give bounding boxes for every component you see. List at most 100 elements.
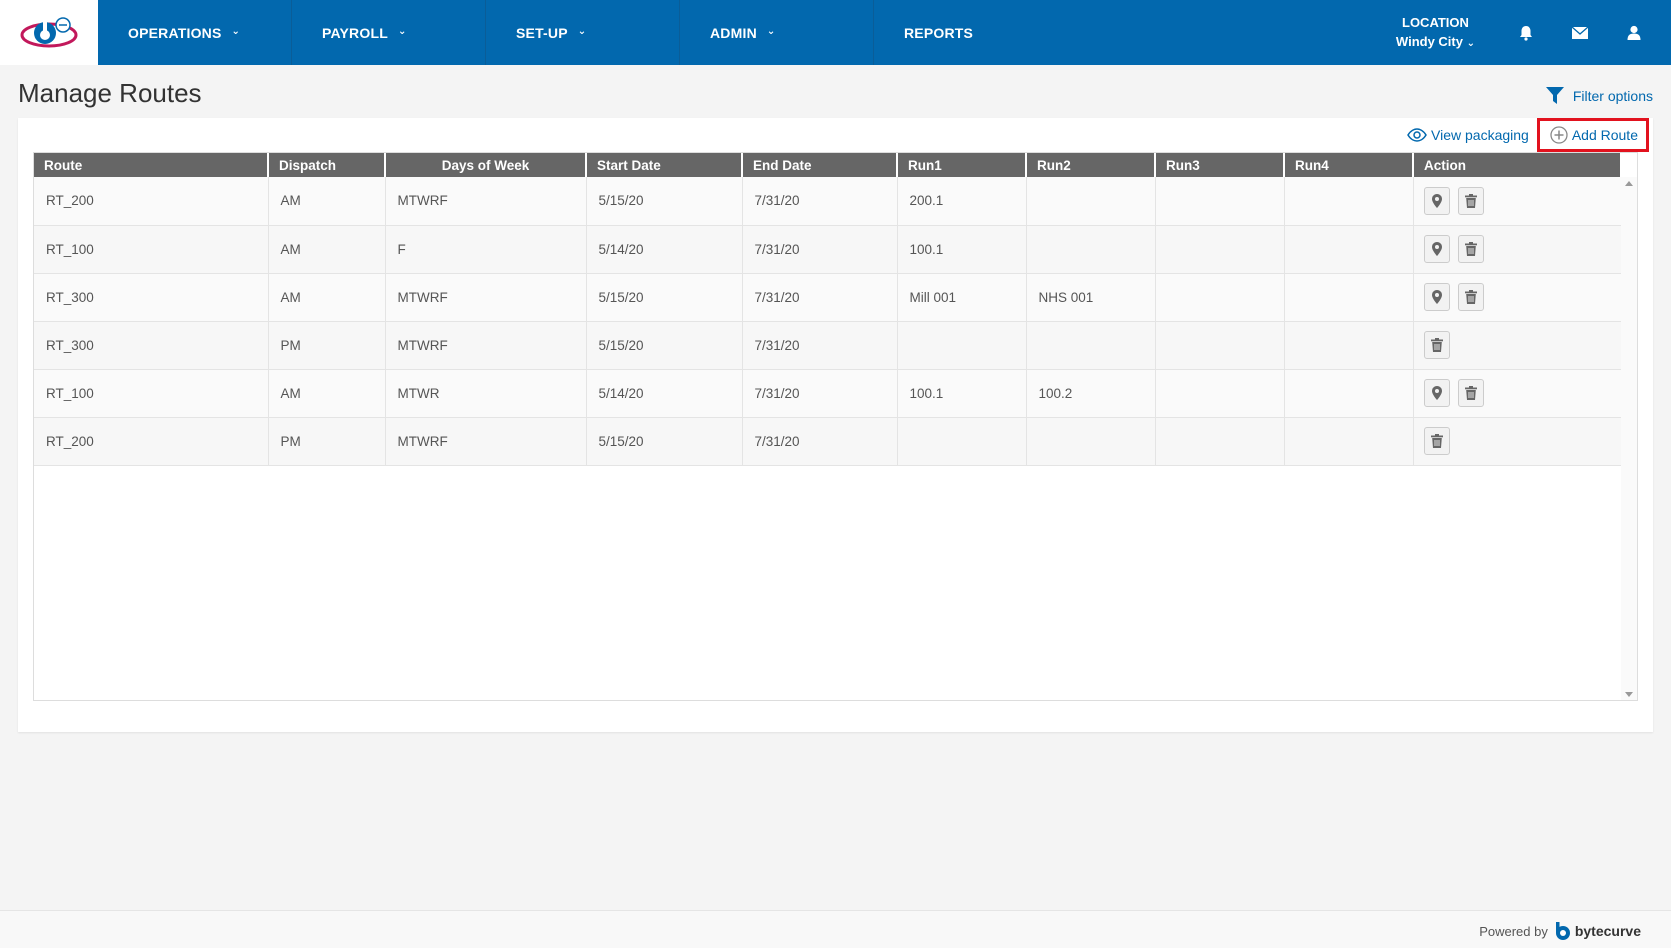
column-header-run3[interactable]: Run3 [1155, 153, 1285, 177]
nav-payroll[interactable]: PAYROLL ⌄ [292, 0, 486, 65]
user-menu-button[interactable] [1607, 0, 1661, 65]
cell-route: RT_300 [34, 273, 269, 322]
table-row[interactable]: RT_300 AM MTWRF 5/15/20 7/31/20 Mill 001 NHS 0… [34, 273, 1622, 322]
cell-end: 7/31/20 [742, 177, 898, 226]
brand-logo[interactable]: bytecurve [1554, 921, 1641, 941]
cell-run2: 100.2 [1026, 369, 1156, 418]
plus-circle-icon [1550, 126, 1568, 144]
delete-route-button[interactable] [1457, 186, 1484, 215]
routes-table: Route Dispatch Days of Week Start Date E… [34, 153, 1622, 466]
filter-icon [1545, 87, 1564, 104]
cell-run2 [1026, 225, 1156, 274]
scroll-down-arrow-icon[interactable] [1625, 692, 1633, 697]
table-scrollbar[interactable] [1621, 177, 1637, 700]
nav-admin[interactable]: ADMIN ⌄ [680, 0, 874, 65]
table-row[interactable]: RT_200 PM MTWRF 5/15/20 7/31/20 [34, 417, 1622, 466]
cell-days: MTWR [385, 369, 587, 418]
column-header-run4[interactable]: Run4 [1284, 153, 1414, 177]
nav-reports[interactable]: REPORTS [874, 0, 1068, 65]
location-value: Windy City [1395, 33, 1463, 49]
cell-route: RT_200 [34, 177, 269, 226]
top-nav: OPERATIONS ⌄ PAYROLL ⌄ SET-UP ⌄ ADMIN ⌄ … [0, 0, 1671, 65]
delete-route-button[interactable] [1457, 283, 1484, 311]
table-row[interactable]: RT_100 AM MTWR 5/14/20 7/31/20 100.1 100.2 [34, 369, 1622, 418]
routes-table-container: Route Dispatch Days of Week Start Date E… [33, 152, 1638, 701]
cell-days: MTWRF [385, 321, 587, 370]
messages-button[interactable] [1553, 0, 1607, 65]
user-icon [1627, 25, 1641, 40]
view-packaging-link[interactable]: View packaging [1407, 127, 1529, 143]
cell-run1 [897, 321, 1027, 370]
table-row[interactable]: RT_100 AM F 5/14/20 7/31/20 100.1 [34, 225, 1622, 274]
logo[interactable] [0, 0, 98, 65]
cell-start: 5/15/20 [586, 417, 743, 466]
cell-route: RT_100 [34, 225, 269, 274]
delete-route-button[interactable] [1457, 235, 1484, 263]
cell-run4 [1284, 417, 1414, 466]
cell-days: F [385, 225, 587, 274]
cell-action [1413, 321, 1622, 370]
cell-route: RT_100 [34, 369, 269, 418]
trash-icon [1464, 386, 1477, 400]
cell-run3 [1155, 369, 1285, 418]
cell-dispatch: AM [268, 225, 386, 274]
bytecurve-logo-icon [1555, 922, 1570, 940]
column-header-days-of-week[interactable]: Days of Week [385, 153, 587, 177]
cell-run1 [897, 417, 1027, 466]
notifications-button[interactable] [1499, 0, 1553, 65]
nav-admin-label: ADMIN [710, 24, 757, 41]
page-title: Manage Routes [18, 78, 202, 108]
trash-icon [1464, 193, 1477, 208]
trash-icon [1464, 242, 1477, 256]
table-row[interactable]: RT_300 PM MTWRF 5/15/20 7/31/20 [34, 321, 1622, 370]
cell-action [1413, 417, 1622, 466]
scroll-up-arrow-icon[interactable] [1625, 181, 1633, 186]
cell-start: 5/15/20 [586, 273, 743, 322]
cell-action [1413, 177, 1622, 226]
cell-days: MTWRF [385, 273, 587, 322]
cell-run4 [1284, 177, 1414, 226]
cell-run1: 100.1 [897, 369, 1027, 418]
delete-route-button[interactable] [1423, 427, 1450, 455]
cell-days: MTWRF [385, 177, 587, 226]
location-selector[interactable]: LOCATION Windy City ⌄ [1396, 13, 1475, 53]
cell-end: 7/31/20 [742, 225, 898, 274]
column-header-route[interactable]: Route [34, 153, 269, 177]
cell-run1: Mill 001 [897, 273, 1027, 322]
cell-start: 5/15/20 [586, 177, 743, 226]
delete-route-button[interactable] [1457, 379, 1484, 407]
column-header-run2[interactable]: Run2 [1026, 153, 1156, 177]
column-header-start-date[interactable]: Start Date [586, 153, 743, 177]
nav-payroll-label: PAYROLL [322, 24, 388, 41]
table-row[interactable]: RT_200 AM MTWRF 5/15/20 7/31/20 200.1 [34, 177, 1622, 226]
map-location-button[interactable] [1423, 235, 1450, 263]
add-route-button[interactable]: Add Route [1536, 118, 1649, 152]
map-marker-icon [1431, 386, 1442, 400]
map-location-button[interactable] [1423, 186, 1450, 215]
routes-card: View packaging Add Route [18, 118, 1653, 732]
trash-icon [1430, 434, 1443, 448]
map-marker-icon [1431, 242, 1442, 256]
column-header-end-date[interactable]: End Date [742, 153, 898, 177]
chevron-down-icon: ⌄ [766, 26, 776, 37]
cell-run4 [1284, 369, 1414, 418]
cell-run2: NHS 001 [1026, 273, 1156, 322]
column-header-dispatch[interactable]: Dispatch [268, 153, 386, 177]
map-location-button[interactable] [1423, 283, 1450, 311]
cell-route: RT_200 [34, 417, 269, 466]
filter-options-button[interactable]: Filter options [1545, 86, 1653, 106]
cell-action [1413, 225, 1622, 274]
delete-route-button[interactable] [1423, 331, 1450, 359]
cell-run3 [1155, 225, 1285, 274]
column-header-run1[interactable]: Run1 [897, 153, 1027, 177]
cell-start: 5/15/20 [586, 321, 743, 370]
chevron-down-icon: ⌄ [1466, 37, 1475, 49]
cell-route: RT_300 [34, 321, 269, 370]
nav-operations[interactable]: OPERATIONS ⌄ [98, 0, 292, 65]
nav-setup[interactable]: SET-UP ⌄ [486, 0, 680, 65]
trash-icon [1430, 338, 1443, 352]
envelope-icon [1572, 26, 1588, 39]
map-location-button[interactable] [1423, 379, 1450, 407]
chevron-down-icon: ⌄ [397, 26, 407, 37]
powered-by: Powered by bytecurve [1479, 921, 1641, 941]
